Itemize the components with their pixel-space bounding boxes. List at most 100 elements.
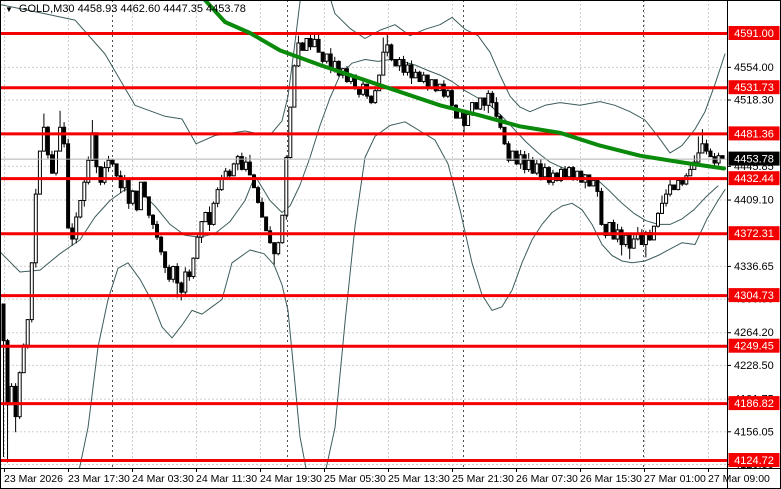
candle bbox=[183, 267, 188, 296]
price-tag-text: 4372.31 bbox=[734, 228, 774, 240]
candle bbox=[171, 265, 176, 283]
candle bbox=[631, 235, 636, 249]
bull-candle-body bbox=[324, 53, 329, 62]
bear-candle-body bbox=[66, 143, 71, 229]
candle bbox=[393, 58, 398, 67]
bull-candle-body bbox=[138, 181, 143, 211]
x-tick-label: 27 Mar 01:00 bbox=[644, 473, 706, 485]
candle bbox=[619, 226, 624, 256]
bull-candle-body bbox=[82, 181, 87, 201]
bear-candle-body bbox=[45, 126, 50, 156]
candle bbox=[110, 159, 115, 167]
bull-candle-body bbox=[215, 189, 220, 204]
y-tick-label: 4156.05 bbox=[734, 426, 774, 438]
bull-candle-body bbox=[37, 150, 42, 195]
bull-candle-body bbox=[183, 271, 188, 293]
candle bbox=[304, 38, 309, 51]
bear-candle-body bbox=[627, 234, 632, 249]
bull-candle-body bbox=[199, 221, 204, 238]
price-tag-bg bbox=[728, 80, 780, 95]
candle bbox=[494, 97, 499, 119]
bear-candle-body bbox=[167, 266, 172, 280]
bull-candle-body bbox=[243, 161, 248, 170]
candle bbox=[579, 170, 584, 183]
x-tick-label: 24 Mar 19:30 bbox=[260, 473, 322, 485]
candle bbox=[397, 57, 402, 71]
bull-candle-body bbox=[191, 257, 196, 278]
bull-candle-body bbox=[405, 64, 410, 73]
candle bbox=[664, 189, 669, 207]
candle bbox=[21, 343, 26, 374]
candle bbox=[260, 197, 265, 218]
candle bbox=[611, 219, 616, 240]
chart-title: GOLD,M30 4458.93 4462.60 4447.35 4453.78 bbox=[18, 3, 246, 15]
candle bbox=[672, 184, 677, 191]
candle bbox=[381, 37, 386, 76]
candle bbox=[231, 162, 236, 177]
time-axis[interactable]: 23 Mar 2026 23 Mar 17:30 24 Mar 03:30 24 Ma… bbox=[4, 468, 770, 485]
candle bbox=[599, 187, 604, 226]
bull-candle-body bbox=[41, 126, 46, 152]
x-tick-label: 25 Mar 05:30 bbox=[324, 473, 386, 485]
bull-candle-body bbox=[542, 167, 547, 178]
bear-candle-body bbox=[179, 282, 184, 293]
bull-candle-body bbox=[526, 159, 531, 171]
price-tag: 4249.45 bbox=[728, 338, 780, 353]
candle bbox=[676, 179, 681, 191]
candle bbox=[486, 90, 491, 114]
bear-candle-body bbox=[320, 51, 325, 62]
bear-candle-body bbox=[268, 230, 273, 244]
bear-candle-body bbox=[490, 92, 495, 104]
candle bbox=[688, 165, 693, 177]
price-axis[interactable]: 4554.004518.304445.854409.104336.654300.… bbox=[727, 26, 780, 471]
bear-candle-body bbox=[272, 242, 277, 255]
candle bbox=[239, 152, 244, 171]
bull-candle-body bbox=[696, 152, 701, 163]
candle bbox=[13, 383, 18, 433]
candle bbox=[126, 177, 131, 209]
price-tag-text: 4481.36 bbox=[734, 128, 774, 140]
bull-candle-body bbox=[607, 222, 612, 236]
candle bbox=[146, 196, 151, 219]
candle bbox=[102, 161, 107, 185]
bull-candle-body bbox=[361, 83, 366, 95]
bear-candle-body bbox=[369, 95, 374, 104]
bull-candle-body bbox=[203, 212, 208, 223]
bear-candle-body bbox=[175, 266, 180, 284]
bull-candle-body bbox=[421, 74, 426, 82]
price-tag-bg bbox=[728, 288, 780, 303]
bull-candle-body bbox=[29, 262, 34, 321]
price-tag-bg bbox=[728, 151, 780, 166]
bear-candle-body bbox=[365, 83, 370, 97]
candle bbox=[37, 150, 42, 195]
bull-candle-body bbox=[591, 179, 596, 187]
candle bbox=[272, 242, 277, 265]
candle bbox=[409, 60, 414, 85]
candle bbox=[203, 211, 208, 223]
bear-candle-body bbox=[579, 170, 584, 183]
bear-candle-body bbox=[555, 172, 559, 181]
price-tag: 4481.36 bbox=[728, 126, 780, 141]
bull-candle-body bbox=[54, 150, 58, 174]
candle bbox=[526, 153, 531, 172]
candle bbox=[134, 190, 139, 212]
support-resistance-lines-layer[interactable] bbox=[0, 31, 727, 462]
bear-candle-body bbox=[163, 251, 168, 268]
candle bbox=[704, 139, 709, 155]
price-tag: 4531.73 bbox=[728, 80, 780, 95]
bear-candle-body bbox=[50, 154, 54, 174]
price-tag-bg bbox=[728, 453, 780, 467]
bear-candle-body bbox=[308, 38, 313, 48]
price-tag: 4124.72 bbox=[728, 453, 780, 467]
candle bbox=[534, 159, 539, 176]
candle bbox=[66, 138, 71, 229]
bear-candle-body bbox=[155, 223, 159, 238]
candle bbox=[647, 229, 652, 241]
price-tag: 4186.82 bbox=[728, 396, 780, 411]
candle bbox=[583, 174, 588, 189]
bear-candle-body bbox=[126, 178, 131, 204]
candle bbox=[696, 136, 701, 163]
bear-candle-body bbox=[146, 196, 151, 216]
bear-candle-body bbox=[563, 168, 568, 178]
